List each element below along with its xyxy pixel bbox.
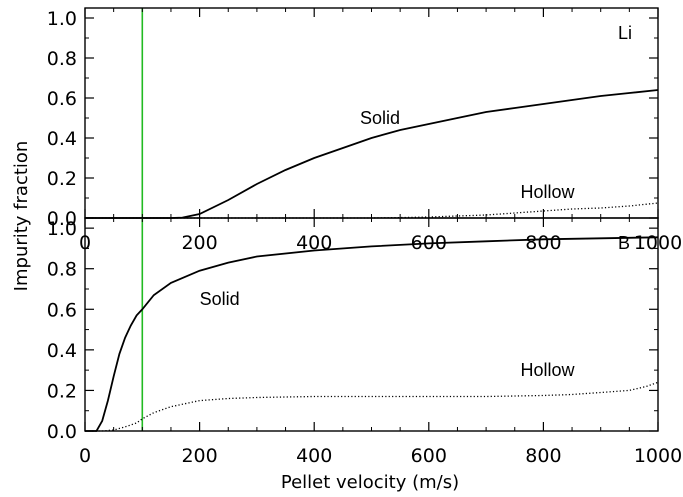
panel-top: 0.00.20.40.60.81.00 200 400 600 800 1000Solid…: [47, 7, 682, 254]
top-panel-label: Li: [618, 23, 632, 43]
bottom-x-tick-label: 0: [79, 445, 91, 467]
bottom-x-tick-label: 400: [296, 445, 332, 467]
bottom-y-tick-label: 0.0: [47, 421, 77, 443]
bottom-x-tick-label: 800: [525, 445, 561, 467]
top-x-tick-label: 200: [181, 232, 217, 254]
top-x-tick-label: 800: [525, 232, 561, 254]
bottom-panel-label: B: [618, 233, 630, 253]
top-x-tick-label: 400: [296, 232, 332, 254]
bottom-annotation-hollow: Hollow: [520, 360, 575, 380]
bottom-annotation-solid: Solid: [200, 289, 240, 309]
x-axis-title: Pellet velocity (m/s): [281, 472, 459, 493]
top-annotation-hollow: Hollow: [520, 182, 575, 202]
top-y-tick-label: 1.0: [47, 8, 77, 30]
top-y-tick-label: 0.0: [47, 208, 77, 230]
y-axis-title: Impurity fraction: [11, 141, 32, 292]
bottom-x-tick-label: 200: [181, 445, 217, 467]
bottom-y-tick-label: 0.8: [47, 259, 77, 281]
bottom-x-tick-label: 600: [411, 445, 447, 467]
top-y-tick-label: 0.6: [47, 88, 77, 110]
bottom-series-hollow: [85, 381, 659, 432]
bottom-y-tick-label: 0.4: [47, 340, 77, 362]
bottom-y-tick-label: 1.0: [47, 218, 77, 240]
top-annotation-solid: Solid: [360, 108, 400, 128]
top-y-tick-label: 0.4: [47, 128, 77, 150]
bottom-y-tick-label: 0.6: [47, 299, 77, 321]
bottom-x-tick-label: 1000: [634, 445, 682, 467]
bottom-y-tick-label: 0.2: [47, 380, 77, 402]
top-y-tick-label: 0.8: [47, 48, 77, 70]
bottom-series-solid: [85, 236, 659, 432]
top-y-tick-label: 0.2: [47, 168, 77, 190]
bottom-frame: [84, 217, 659, 432]
panel-bottom: 0.0 0.2 0.4 0.6 0.8 1.0 0 200 400 600 800 1000 Solid…: [47, 217, 682, 467]
top-series-solid: [85, 89, 659, 219]
